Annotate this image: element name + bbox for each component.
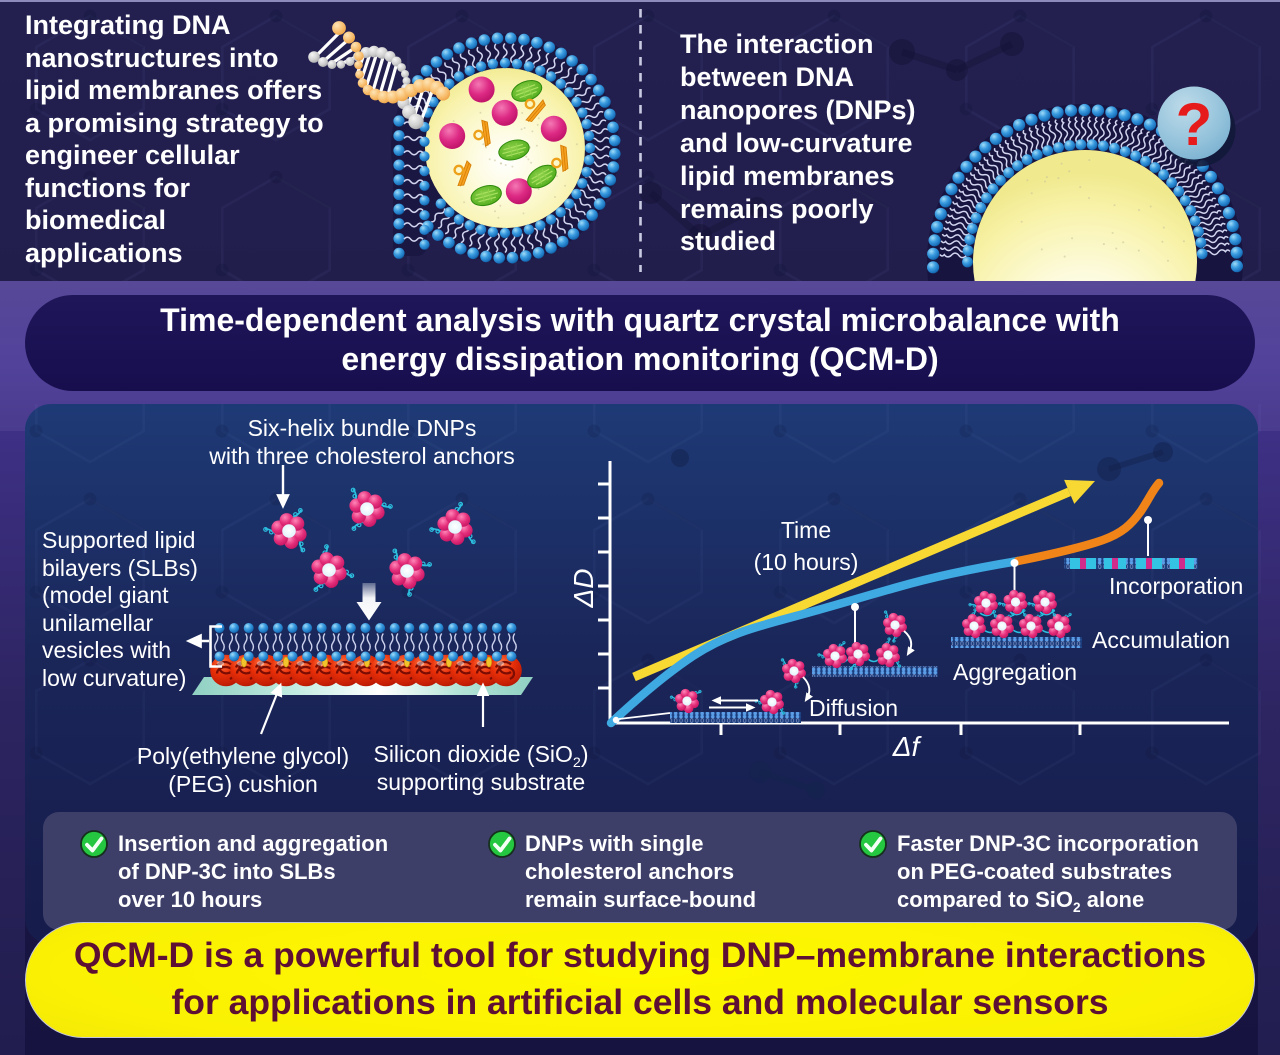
svg-text:?: ?: [1176, 91, 1213, 158]
svg-text:ΔD: ΔD: [568, 568, 599, 608]
svg-text:Δf: Δf: [892, 731, 923, 762]
